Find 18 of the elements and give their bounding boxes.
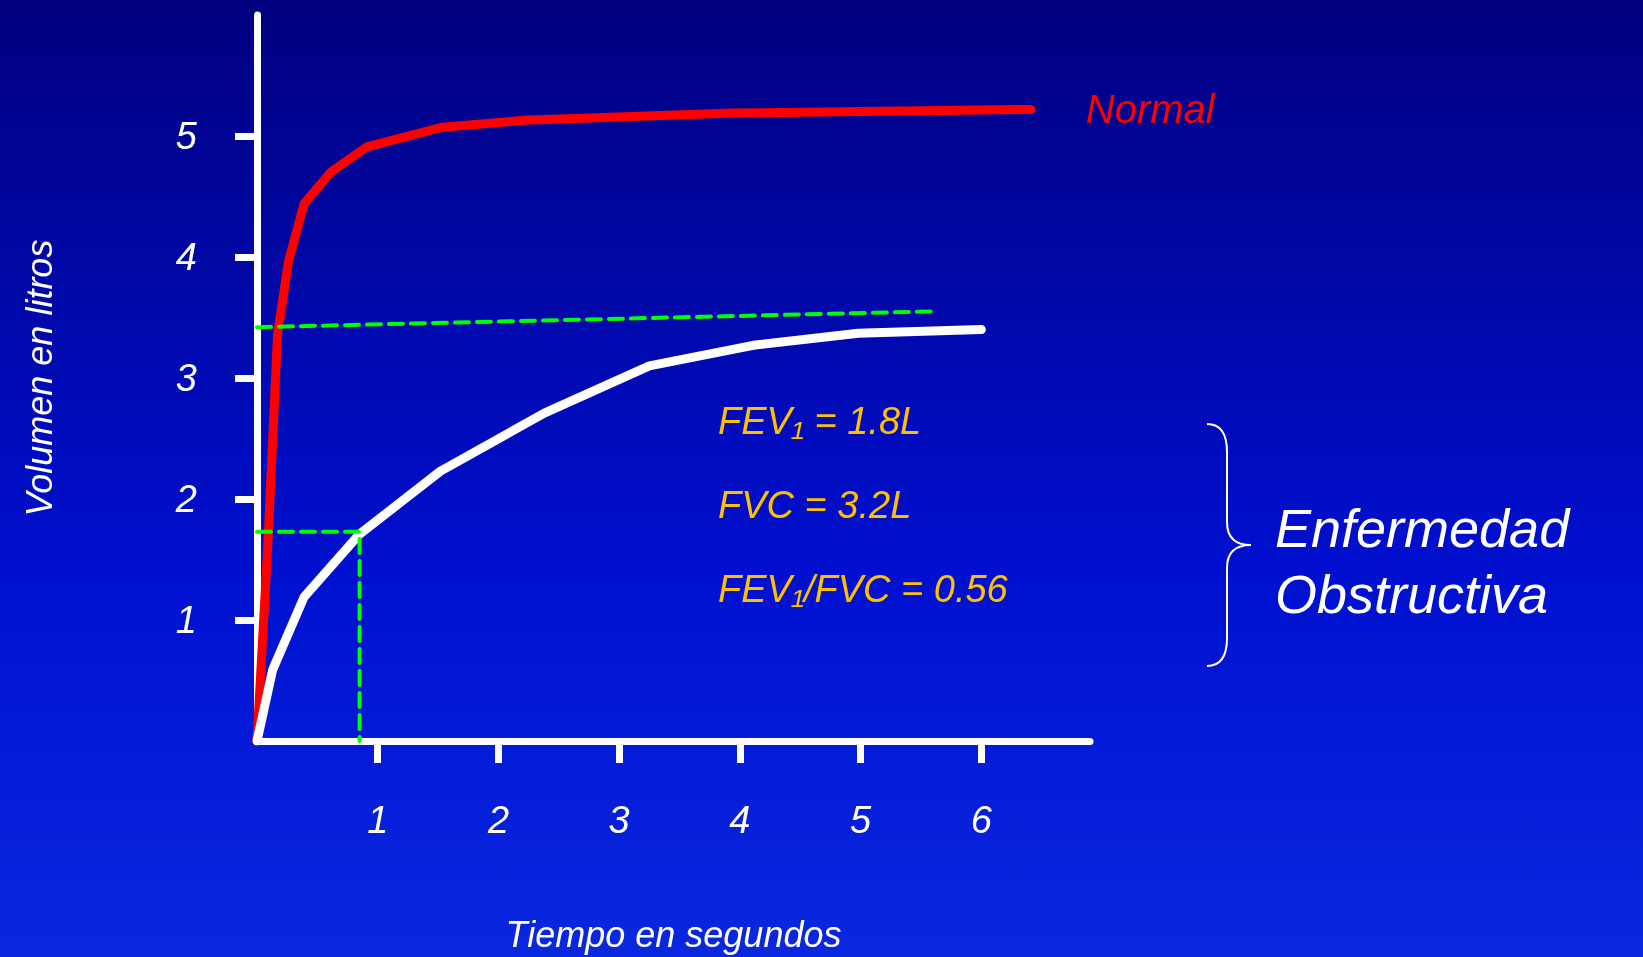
x-tick-label: 5 (850, 799, 873, 841)
y-axis-title: Volumen en litros (18, 239, 60, 517)
y-tick-label: 5 (175, 115, 198, 157)
y-tick-label: 1 (175, 599, 197, 641)
x-tick-label: 2 (486, 799, 510, 841)
x-axis-title: Tiempo en segundos (505, 913, 842, 955)
x-tick-label: 1 (367, 799, 389, 841)
y-tick-label: 4 (175, 236, 197, 278)
x-tick-label: 4 (729, 799, 751, 841)
y-tick-label: 3 (175, 357, 197, 399)
x-tick-label: 6 (970, 799, 993, 841)
annotation: FEV₁/FVC = 0.56 (718, 568, 1009, 610)
y-tick-label: 2 (174, 478, 197, 520)
annotation: FEV₁ = 1.8L (718, 400, 922, 442)
series-label: Normal (1085, 87, 1216, 132)
x-tick-label: 3 (608, 799, 630, 841)
text: Enfermedad Obstructiva (1275, 498, 1572, 624)
annotation: FVC = 3.2L (718, 484, 912, 526)
